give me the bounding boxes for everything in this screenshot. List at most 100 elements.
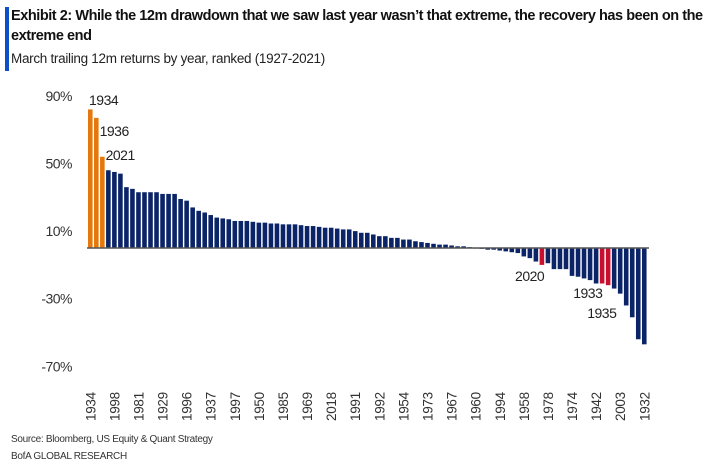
- bar: [310, 226, 316, 248]
- bar: [238, 220, 244, 248]
- x-tick-label: 1996: [180, 392, 195, 421]
- bar: [214, 217, 220, 248]
- bar: [437, 244, 442, 248]
- bar: [136, 192, 141, 248]
- bar: [389, 237, 394, 248]
- bar: [551, 248, 557, 270]
- x-tick-label: 1998: [107, 392, 122, 421]
- x-tick-label: 1978: [541, 392, 556, 421]
- bar: [190, 207, 195, 248]
- bar: [340, 229, 346, 248]
- bar: [88, 109, 93, 248]
- bar: [346, 229, 352, 248]
- x-tick-label: 1991: [348, 392, 363, 421]
- bar: [256, 222, 262, 248]
- bar-annotation: 1933: [573, 285, 603, 301]
- chart-subtitle: March trailing 12m returns by year, rank…: [11, 51, 325, 66]
- x-tick-label: 1954: [396, 391, 411, 421]
- bar: [491, 248, 497, 250]
- bar: [154, 192, 159, 248]
- bar: [100, 156, 105, 248]
- x-tick-label: 1974: [565, 391, 580, 421]
- bar: [274, 223, 280, 248]
- x-tick-label: 1950: [252, 392, 267, 421]
- bar: [268, 223, 274, 248]
- bar: [112, 171, 117, 248]
- bar: [148, 192, 153, 248]
- x-tick-label: 1942: [589, 392, 604, 421]
- bar: [521, 248, 527, 257]
- bar: [443, 244, 448, 248]
- bar-annotation: 1936: [100, 123, 130, 139]
- bar-chart: 90% 50% 10% -30% -70% 1934 1936 2021 2020 1933 193…: [41, 88, 652, 421]
- bar: [202, 212, 207, 248]
- bar: [286, 224, 292, 248]
- bar: [208, 215, 214, 248]
- bar: [328, 227, 334, 248]
- x-tick-label: 1960: [469, 392, 484, 421]
- x-tick-label: 1992: [372, 392, 387, 421]
- bar: [605, 248, 611, 286]
- bar: [142, 192, 147, 248]
- title-accent-bar: [5, 7, 9, 71]
- bar-annotation: 2021: [106, 147, 136, 163]
- bar: [635, 248, 641, 340]
- bar: [515, 248, 521, 254]
- bar: [407, 239, 412, 248]
- bar-annotation: 1935: [587, 305, 617, 321]
- y-tick-label: 90%: [45, 88, 72, 104]
- bar: [160, 193, 165, 248]
- x-tick-label: 1985: [276, 392, 291, 421]
- bar: [334, 228, 340, 248]
- bar: [130, 188, 135, 248]
- x-tick-label: 1932: [637, 392, 652, 421]
- bar-annotation: 1934: [89, 92, 119, 108]
- bar: [184, 200, 189, 248]
- bar: [166, 193, 171, 248]
- bar: [455, 246, 460, 248]
- bar: [419, 242, 424, 249]
- bar: [557, 248, 563, 270]
- bar: [244, 220, 250, 248]
- bar: [250, 221, 256, 249]
- bar: [118, 173, 123, 248]
- x-tick-label: 1929: [156, 392, 171, 421]
- bar: [611, 248, 617, 289]
- bar: [322, 227, 328, 248]
- bar: [352, 231, 358, 248]
- bar: [94, 117, 99, 249]
- bar: [413, 241, 418, 248]
- bar: [485, 248, 490, 250]
- bar: [364, 232, 370, 248]
- x-tick-label: 1934: [83, 391, 98, 421]
- bar: [461, 246, 466, 248]
- bar: [575, 248, 581, 277]
- y-tick-label: -70%: [41, 358, 72, 374]
- bar: [124, 187, 129, 248]
- x-tick-label: 1973: [421, 392, 436, 421]
- bar: [292, 224, 298, 248]
- bar: [425, 242, 430, 248]
- bar: [395, 237, 400, 248]
- bar: [383, 236, 388, 248]
- x-tick-label: 1958: [517, 392, 532, 421]
- bar: [599, 248, 605, 284]
- bar: [298, 225, 304, 248]
- bar: [503, 248, 509, 252]
- bar: [371, 234, 376, 248]
- bar: [569, 248, 575, 276]
- bar: [623, 248, 629, 306]
- bar: [527, 248, 533, 259]
- bar: [304, 226, 310, 248]
- x-tick-label: 1994: [493, 391, 508, 421]
- x-tick-label: 1969: [300, 392, 315, 421]
- bar: [629, 248, 635, 318]
- bar: [106, 170, 111, 248]
- bar: [431, 243, 436, 248]
- bar: [232, 220, 238, 248]
- bar: [220, 218, 226, 248]
- bar: [358, 232, 364, 248]
- bar: [196, 210, 201, 248]
- bar-annotation: 2020: [515, 268, 545, 284]
- bar: [401, 239, 406, 248]
